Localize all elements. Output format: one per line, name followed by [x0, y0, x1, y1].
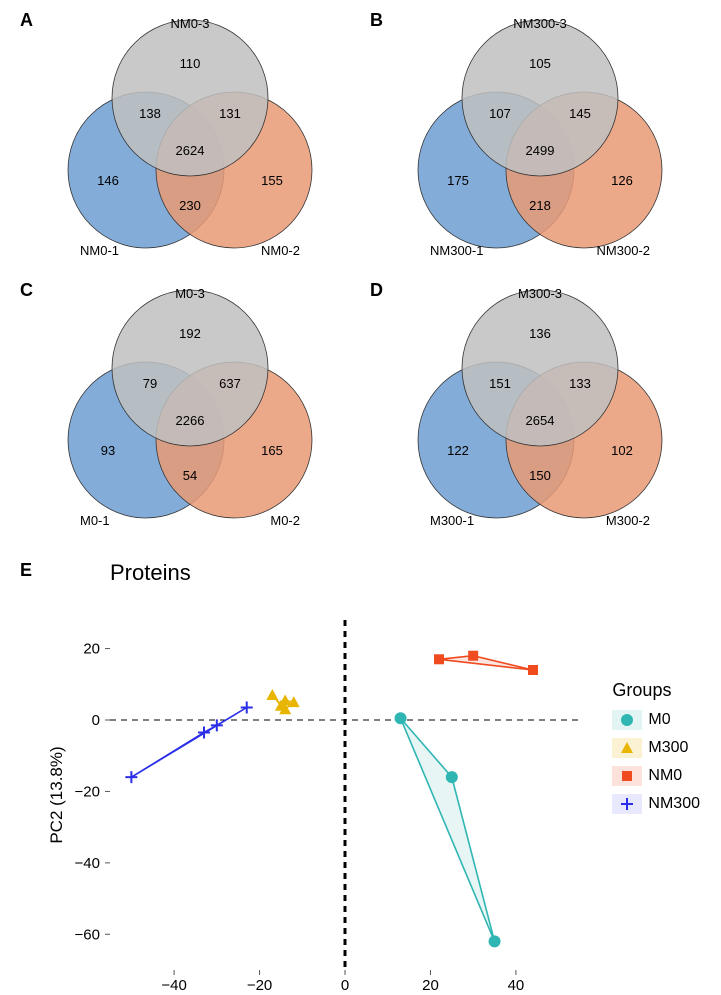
svg-text:−40: −40: [161, 977, 186, 990]
pca-group-nm0: [434, 651, 538, 675]
svg-text:54: 54: [183, 468, 197, 483]
svg-text:133: 133: [569, 376, 591, 391]
svg-text:M300-1: M300-1: [430, 513, 474, 528]
svg-text:M0-3: M0-3: [175, 286, 205, 301]
svg-text:131: 131: [219, 106, 241, 121]
legend-item-nm300: NM300: [612, 793, 700, 815]
legend-item-nm0: NM0: [612, 765, 700, 787]
legend-title: Groups: [612, 680, 700, 701]
svg-text:NM300-3: NM300-3: [513, 16, 566, 31]
svg-text:2624: 2624: [176, 143, 205, 158]
svg-text:2499: 2499: [526, 143, 555, 158]
svg-text:0: 0: [92, 712, 100, 729]
pca-panel: Proteins−40−2002040−60−40−20020PC1 (25.9…: [40, 560, 700, 970]
svg-text:NM0-1: NM0-1: [80, 243, 119, 258]
svg-text:2654: 2654: [526, 413, 555, 428]
svg-text:40: 40: [508, 977, 525, 990]
svg-text:M300-3: M300-3: [518, 286, 562, 301]
svg-text:−40: −40: [75, 855, 100, 872]
legend-label: M0: [648, 711, 670, 729]
venn-b: NM300-3 NM300-1 NM300-2 105 175 126 107 145 218 2…: [370, 10, 710, 270]
pca-group-m300: [266, 689, 299, 714]
svg-text:105: 105: [529, 56, 551, 71]
svg-text:145: 145: [569, 106, 591, 121]
svg-text:M300-2: M300-2: [606, 513, 650, 528]
svg-text:165: 165: [261, 443, 283, 458]
svg-text:NM300-1: NM300-1: [430, 243, 483, 258]
venn-c: M0-3 M0-1 M0-2 192 93 165 79 637 54 2266: [20, 280, 360, 540]
svg-text:175: 175: [447, 173, 469, 188]
pca-title: Proteins: [110, 560, 700, 586]
svg-text:126: 126: [611, 173, 633, 188]
svg-text:230: 230: [179, 198, 201, 213]
pca-group-m0: [395, 712, 501, 947]
venn-a: NM0-3 NM0-1 NM0-2 110 146 155 138 131 230 2624: [20, 10, 360, 270]
svg-text:−20: −20: [75, 783, 100, 800]
svg-text:20: 20: [422, 977, 439, 990]
svg-text:122: 122: [447, 443, 469, 458]
panel-label-e: E: [20, 560, 32, 581]
svg-text:151: 151: [489, 376, 511, 391]
svg-text:−60: −60: [75, 926, 100, 943]
legend-label: NM0: [648, 767, 682, 785]
svg-text:M0-2: M0-2: [270, 513, 300, 528]
svg-text:PC2 (13.8%): PC2 (13.8%): [47, 746, 66, 843]
svg-text:79: 79: [143, 376, 157, 391]
legend-label: NM300: [648, 795, 700, 813]
svg-text:20: 20: [83, 641, 100, 658]
svg-text:0: 0: [341, 977, 349, 990]
svg-text:NM300-2: NM300-2: [597, 243, 650, 258]
svg-text:NM0-3: NM0-3: [170, 16, 209, 31]
pca-legend: Groups M0 M300 NM0 NM300: [612, 680, 700, 821]
svg-text:M0-1: M0-1: [80, 513, 110, 528]
legend-item-m0: M0: [612, 709, 700, 731]
venn-d: M300-3 M300-1 M300-2 136 122 102 151 133 150 2654: [370, 280, 710, 540]
svg-text:136: 136: [529, 326, 551, 341]
svg-text:102: 102: [611, 443, 633, 458]
pca-group-nm300: [125, 702, 252, 784]
svg-text:2266: 2266: [176, 413, 205, 428]
svg-text:192: 192: [179, 326, 201, 341]
svg-text:107: 107: [489, 106, 511, 121]
legend-label: M300: [648, 739, 688, 757]
svg-text:110: 110: [180, 56, 201, 71]
svg-text:138: 138: [139, 106, 161, 121]
svg-text:93: 93: [101, 443, 115, 458]
svg-text:155: 155: [261, 173, 283, 188]
legend-item-m300: M300: [612, 737, 700, 759]
svg-text:146: 146: [97, 173, 119, 188]
svg-text:637: 637: [219, 376, 241, 391]
svg-text:150: 150: [529, 468, 551, 483]
svg-text:−20: −20: [247, 977, 272, 990]
svg-text:NM0-2: NM0-2: [261, 243, 300, 258]
svg-text:218: 218: [529, 198, 551, 213]
